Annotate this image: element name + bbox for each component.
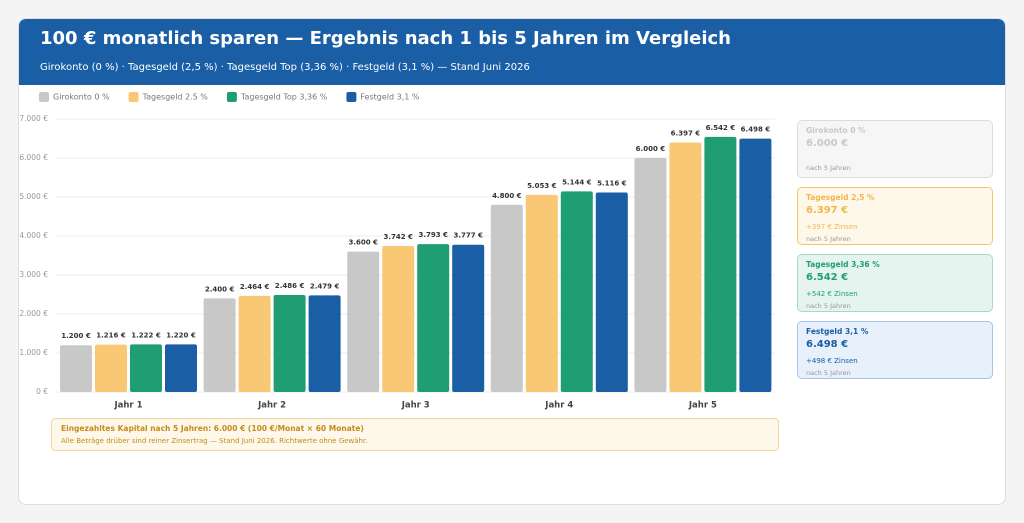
card-amount: 6.542 € bbox=[806, 272, 849, 283]
legend-swatch bbox=[226, 92, 237, 102]
card-amount: 6.397 € bbox=[806, 205, 849, 216]
value-label: 6.498 € bbox=[741, 126, 771, 134]
legend-swatch bbox=[346, 92, 357, 102]
note-text: Alle Beträge drüber sind reiner Zinsertr… bbox=[61, 437, 368, 445]
summary-card: Girokonto 0 % 6.000 € nach 5 Jahren bbox=[797, 120, 993, 178]
card-title: Girokonto 0 % bbox=[806, 126, 866, 135]
value-label: 1.222 € bbox=[131, 331, 161, 339]
note-title: Eingezahltes Kapital nach 5 Jahren: 6.00… bbox=[61, 424, 364, 433]
bar bbox=[165, 344, 197, 392]
value-label: 3.742 € bbox=[383, 233, 413, 241]
card-note: nach 5 Jahren bbox=[806, 235, 851, 243]
card-amount: 6.000 € bbox=[806, 138, 849, 149]
subtitle: Girokonto (0 %) · Tagesgeld (2,5 %) · Ta… bbox=[40, 62, 530, 73]
legend-label: Tagesgeld 2.5 % bbox=[142, 93, 209, 102]
bar bbox=[238, 295, 271, 392]
header: 100 € monatlich sparen — Ergebnis nach 1… bbox=[19, 19, 1005, 85]
card-title: Tagesgeld 3,36 % bbox=[806, 260, 880, 269]
x-tick-label: Jahr 1 bbox=[113, 401, 142, 411]
bar bbox=[739, 138, 772, 392]
bar bbox=[347, 251, 380, 392]
card-title: Tagesgeld 2,5 % bbox=[806, 193, 875, 202]
value-label: 6.542 € bbox=[706, 124, 736, 132]
bar bbox=[490, 204, 523, 392]
y-tick-label: 6.000 € bbox=[19, 153, 48, 162]
bar bbox=[308, 295, 341, 392]
x-tick-label: Jahr 3 bbox=[401, 401, 430, 411]
legend-label: Tagesgeld Top 3,36 % bbox=[240, 93, 328, 102]
card-note: nach 5 Jahren bbox=[806, 369, 851, 377]
card-interest: +498 € Zinsen bbox=[806, 357, 858, 365]
bar bbox=[417, 244, 450, 392]
card-title: Festgeld 3,1 % bbox=[806, 327, 869, 336]
bar bbox=[452, 244, 485, 392]
x-tick-label: Jahr 5 bbox=[688, 401, 717, 411]
value-label: 4.800 € bbox=[492, 192, 522, 200]
bar bbox=[273, 295, 306, 392]
value-label: 2.486 € bbox=[275, 282, 305, 290]
legend-swatch bbox=[39, 92, 49, 102]
summary-card: Festgeld 3,1 % 6.498 € +498 € Zinsen nach 5… bbox=[797, 321, 993, 379]
card-note: nach 5 Jahren bbox=[806, 302, 851, 310]
value-label: 2.400 € bbox=[205, 285, 235, 293]
card-amount: 6.498 € bbox=[806, 339, 849, 350]
summary-card: Tagesgeld 3,36 % 6.542 € +542 € Zinsen nach… bbox=[797, 254, 993, 312]
bar bbox=[525, 194, 558, 392]
value-label: 3.777 € bbox=[453, 232, 483, 240]
legend-label: Girokonto 0 % bbox=[53, 93, 110, 102]
title: 100 € monatlich sparen — Ergebnis nach 1… bbox=[40, 28, 731, 49]
legend-label: Festgeld 3,1 % bbox=[360, 93, 420, 102]
bar bbox=[130, 344, 162, 392]
y-tick-label: 4.000 € bbox=[19, 231, 48, 240]
x-tick-label: Jahr 2 bbox=[257, 401, 286, 411]
bar bbox=[595, 192, 628, 392]
bar bbox=[382, 246, 415, 392]
card-interest: +397 € Zinsen bbox=[806, 223, 858, 231]
bar bbox=[634, 158, 667, 392]
value-label: 2.464 € bbox=[240, 283, 270, 291]
y-tick-label: 0 € bbox=[36, 387, 48, 396]
y-tick-label: 2.000 € bbox=[19, 309, 48, 318]
y-tick-label: 7.000 € bbox=[19, 114, 48, 123]
bar bbox=[203, 298, 236, 392]
x-tick-label: Jahr 4 bbox=[544, 401, 573, 411]
y-tick-label: 5.000 € bbox=[19, 192, 48, 201]
value-label: 5.116 € bbox=[597, 179, 627, 187]
y-tick-label: 3.000 € bbox=[19, 270, 48, 279]
value-label: 3.600 € bbox=[348, 239, 378, 247]
value-label: 3.793 € bbox=[418, 231, 448, 239]
value-label: 2.479 € bbox=[310, 282, 340, 290]
note-box: Eingezahltes Kapital nach 5 Jahren: 6.00… bbox=[51, 418, 779, 451]
value-label: 6.397 € bbox=[671, 130, 701, 138]
bar bbox=[95, 344, 127, 392]
value-label: 5.053 € bbox=[527, 182, 557, 190]
summary-card: Tagesgeld 2,5 % 6.397 € +397 € Zinsen nach … bbox=[797, 187, 993, 245]
card-interest: +542 € Zinsen bbox=[806, 290, 858, 298]
bar bbox=[669, 142, 702, 392]
bar bbox=[60, 345, 92, 392]
value-label: 1.216 € bbox=[96, 332, 126, 340]
value-label: 1.200 € bbox=[61, 332, 91, 340]
value-label: 1.220 € bbox=[166, 331, 196, 339]
value-label: 5.144 € bbox=[562, 178, 592, 186]
bar bbox=[704, 136, 737, 392]
value-label: 6.000 € bbox=[636, 145, 666, 153]
y-tick-label: 1.000 € bbox=[19, 348, 48, 357]
legend-swatch bbox=[128, 92, 139, 102]
card-note: nach 5 Jahren bbox=[806, 164, 851, 172]
bar bbox=[560, 191, 593, 392]
